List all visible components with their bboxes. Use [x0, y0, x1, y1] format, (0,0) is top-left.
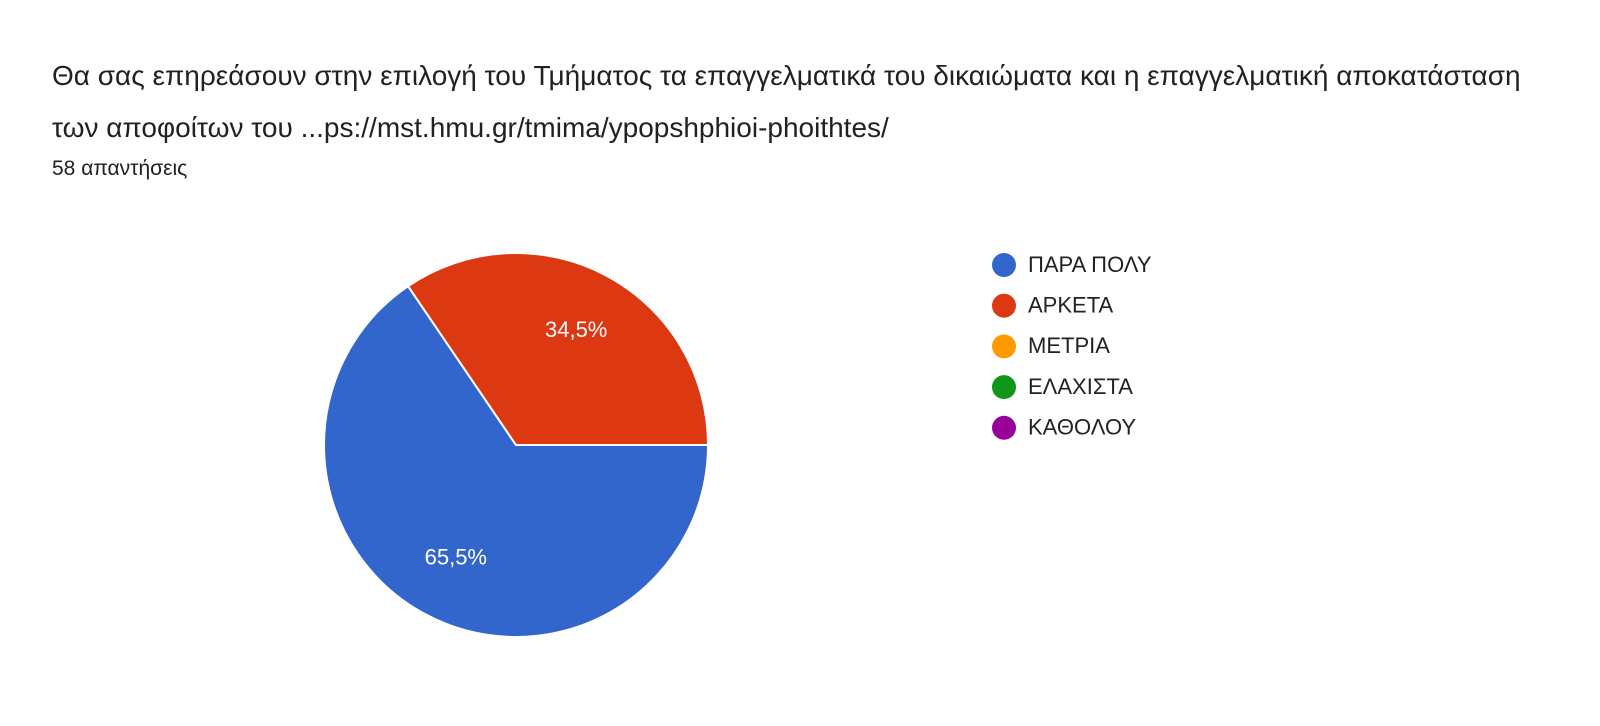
pie-slice — [323, 284, 710, 638]
slice-label: 34,5% — [545, 317, 607, 342]
chart-title: Θα σας επηρεάσουν στην επιλογή του Τμήμα… — [52, 60, 1521, 143]
legend-swatch — [992, 415, 1016, 440]
chart-subtitle: 58 απαντήσεις — [52, 157, 188, 180]
legend-label: ΕΛΑΧΙΣΤΑ — [1028, 374, 1133, 399]
pie-slice — [406, 252, 710, 446]
legend-label: ΜΕΤΡΙΑ — [1028, 333, 1110, 358]
legend-swatch — [992, 293, 1016, 318]
legend-swatch — [992, 375, 1016, 400]
legend-label: ΠΑΡΑ ΠΟΛΥ — [1028, 252, 1152, 277]
legend-swatch — [992, 253, 1016, 277]
legend-swatch — [992, 334, 1016, 359]
legend-label: ΚΑΘΟΛΟΥ — [1028, 415, 1136, 440]
slice-label: 65,5% — [425, 545, 487, 570]
legend-label: ΑΡΚΕΤΑ — [1028, 293, 1114, 318]
